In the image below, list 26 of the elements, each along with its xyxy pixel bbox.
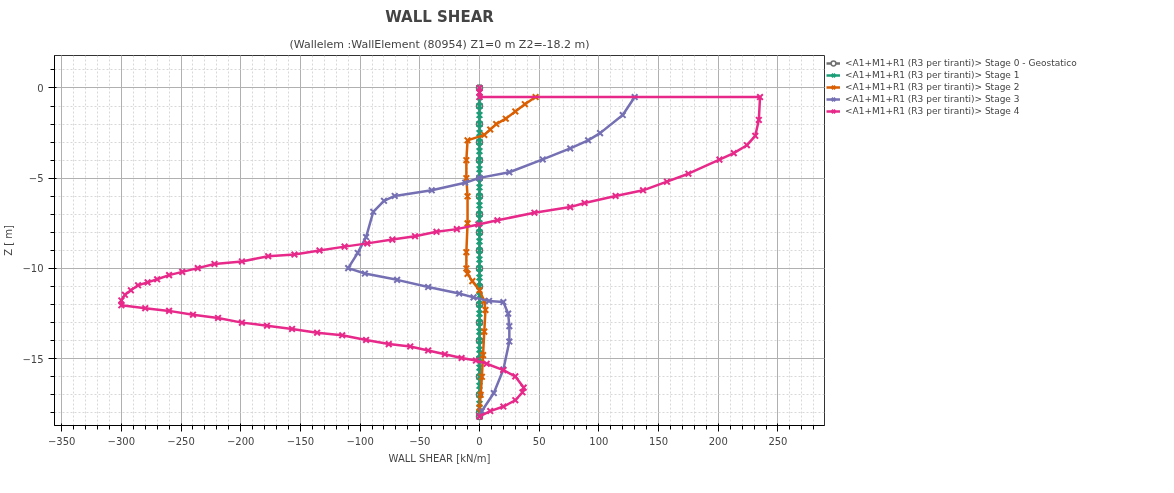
legend-label: <A1+M1+R1 (R3 per tiranti)> Stage 4 [845, 105, 1020, 117]
chart-title: WALL SHEAR [385, 7, 495, 26]
x-tick-label: 100 [589, 435, 609, 447]
chart-subtitle: (Wallelem :WallElement (80954) Z1=0 m Z2=-18.2 m) [289, 37, 590, 51]
x-tick-label: 200 [708, 435, 728, 447]
y-axis-title: Z [ m] [3, 225, 15, 256]
x-tick-label: 250 [768, 435, 788, 447]
x-tick-label: −250 [167, 435, 195, 447]
x-tick-label: −150 [286, 435, 315, 447]
x-tick-label: −100 [346, 435, 374, 447]
x-tick-label: 150 [649, 435, 669, 447]
x-tick-label: −350 [47, 435, 76, 447]
x-tick-label: −200 [227, 435, 255, 447]
x-tick-label: 0 [476, 435, 483, 447]
x-tick-label: −50 [409, 435, 431, 447]
legend-label: <A1+M1+R1 (R3 per tiranti)> Stage 0 - Geostatico [845, 57, 1077, 69]
x-tick-label: 50 [532, 435, 546, 447]
y-tick-label: 0 [37, 82, 44, 94]
y-tick-label: −10 [22, 263, 44, 275]
legend-label: <A1+M1+R1 (R3 per tiranti)> Stage 2 [845, 81, 1020, 93]
legend-label: <A1+M1+R1 (R3 per tiranti)> Stage 1 [845, 69, 1020, 81]
x-axis-title: WALL SHEAR [kN/m] [388, 452, 491, 464]
y-tick-label: −15 [22, 353, 44, 365]
legend-label: <A1+M1+R1 (R3 per tiranti)> Stage 3 [845, 93, 1020, 105]
x-tick-label: −300 [107, 435, 136, 447]
y-tick-label: −5 [28, 173, 44, 185]
